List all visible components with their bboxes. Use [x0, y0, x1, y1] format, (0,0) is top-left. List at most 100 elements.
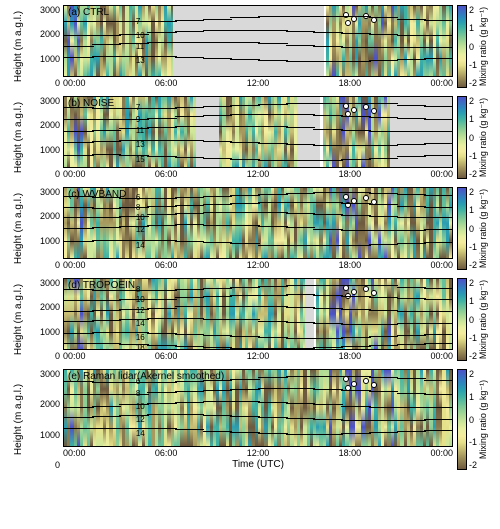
colorbar-tick: 0	[469, 133, 477, 143]
contour-label: 15	[134, 155, 147, 164]
panel-e: Height (m a.g.l.)300020001000068101214(e…	[5, 369, 495, 470]
colorbar-tick: 1	[469, 205, 477, 215]
figure: Height (m a.g.l.)30002000100007101113(a)…	[0, 0, 500, 483]
marker-circle	[371, 382, 377, 388]
colorbar-label: Mixing ratio (g kg⁻¹)	[479, 380, 490, 459]
colorbar-tick: 1	[469, 392, 477, 402]
x-ticks: 00:0006:0012:0018:0000:00	[63, 351, 453, 361]
x-axis-label: Time (UTC)	[63, 459, 453, 470]
colorbar-label: Mixing ratio (g kg⁻¹)	[479, 98, 490, 177]
contour-label: 10	[134, 213, 147, 222]
colorbar-tick: 1	[469, 23, 477, 33]
marker-circle	[351, 107, 357, 113]
contour-label: 12	[134, 306, 147, 315]
colorbar-tick: 0	[469, 224, 477, 234]
y-axis-label: Height (m a.g.l.)	[14, 284, 25, 355]
y-axis-label: Height (m a.g.l.)	[14, 102, 25, 173]
colorbar-tick: -1	[469, 242, 477, 252]
colorbar-tick: -1	[469, 151, 477, 161]
marker-circle	[363, 286, 369, 292]
colorbar: 2 1 0 -1 -2Mixing ratio (g kg⁻¹)	[457, 96, 495, 179]
colorbar-tick: -1	[469, 333, 477, 343]
panel-title: (c) WVBAND	[68, 189, 126, 200]
marker-circle	[363, 195, 369, 201]
colorbar: 2 1 0 -1 -2Mixing ratio (g kg⁻¹)	[457, 5, 495, 88]
plot-area: 81012141618(d) TROPOEIN	[63, 278, 453, 350]
y-ticks: 3000200010000	[33, 96, 63, 179]
colorbar-tick: 1	[469, 114, 477, 124]
contour-label: 18	[134, 343, 147, 350]
x-ticks: 00:0006:0012:0018:0000:00	[63, 448, 453, 458]
marker-circle	[371, 108, 377, 114]
plot-area: 7 9 11 13 15 (b) NOISE	[63, 96, 453, 168]
panel-b: Height (m a.g.l.) 3000200010000 7 9 11 13 15 (b…	[5, 96, 495, 179]
colorbar-tick: -1	[469, 437, 477, 447]
x-ticks: 00:0006:0012:0018:0000:00	[63, 169, 453, 179]
contour-label: 10	[134, 402, 147, 411]
contour-label: 8	[134, 203, 142, 212]
panel-title: (a) CTRL	[68, 7, 109, 18]
colorbar-tick: 2	[469, 278, 477, 288]
x-ticks: 00:0006:0012:0018:0000:00	[63, 78, 453, 88]
colorbar-tick: 2	[469, 369, 477, 379]
plot-area: 6810 12 14 (c) WVBAND	[63, 187, 453, 259]
contour-label: 8	[134, 389, 142, 398]
contour-label: 16	[134, 333, 147, 342]
contour-label: 7	[134, 17, 142, 26]
marker-circle	[351, 289, 357, 295]
plot-area: 68101214(e) Raman lidar(Akernel smoothed…	[63, 369, 453, 447]
panel-title: (e) Raman lidar(Akernel smoothed)	[68, 371, 224, 382]
contour-label: 13	[134, 56, 147, 65]
marker-circle	[351, 381, 357, 387]
contour-label: 14	[134, 319, 147, 328]
contour-label: 12	[134, 225, 147, 234]
panel-a: Height (m a.g.l.)30002000100007101113(a)…	[5, 5, 495, 88]
marker-circle	[363, 378, 369, 384]
colorbar-tick: -1	[469, 60, 477, 70]
contour-label: 9	[134, 115, 142, 124]
colorbar-label: Mixing ratio (g kg⁻¹)	[479, 280, 490, 359]
y-axis-label: Height (m a.g.l.)	[14, 11, 25, 82]
panel-title: (d) TROPOEIN	[68, 280, 135, 291]
panel-title: (b) NOISE	[68, 98, 114, 109]
colorbar-tick: 2	[469, 5, 477, 15]
contour-label: 6	[134, 193, 142, 202]
colorbar-tick: 0	[469, 415, 477, 425]
marker-circle	[343, 194, 349, 200]
colorbar-tick: -2	[469, 78, 477, 88]
plot-area: 7 10 11 13 (a) CTRL	[63, 5, 453, 77]
colorbar-label: Mixing ratio (g kg⁻¹)	[479, 7, 490, 86]
contour-label: 14	[134, 241, 147, 250]
colorbar-tick: 2	[469, 96, 477, 106]
contour-label: 12	[134, 415, 147, 424]
marker-circle	[371, 290, 377, 296]
y-axis-label: Height (m a.g.l.)	[14, 193, 25, 264]
y-ticks: 3000200010000	[33, 5, 63, 88]
colorbar-tick: -2	[469, 460, 477, 470]
contour-label: 10	[134, 295, 147, 304]
panel-c: Height (m a.g.l.)300020001000068101214(c…	[5, 187, 495, 270]
colorbar-tick: -2	[469, 169, 477, 179]
colorbar-tick: -2	[469, 260, 477, 270]
contour-label: 11	[134, 42, 146, 51]
colorbar: 2 1 0 -1 -2Mixing ratio (g kg⁻¹)	[457, 369, 495, 470]
marker-circle	[363, 104, 369, 110]
colorbar-tick: 1	[469, 296, 477, 306]
colorbar-tick: 0	[469, 42, 477, 52]
colorbar-tick: 2	[469, 187, 477, 197]
contour-label: 8	[134, 285, 142, 294]
y-ticks: 3000200010000	[33, 369, 63, 470]
colorbar: 2 1 0 -1 -2Mixing ratio (g kg⁻¹)	[457, 278, 495, 361]
colorbar-label: Mixing ratio (g kg⁻¹)	[479, 189, 490, 268]
x-ticks: 00:0006:0012:0018:0000:00	[63, 260, 453, 270]
colorbar-tick: -2	[469, 351, 477, 361]
contour-label: 11	[134, 126, 146, 135]
y-ticks: 3000200010000	[33, 187, 63, 270]
y-axis-label: Height (m a.g.l.)	[14, 384, 25, 455]
contour-label: 7	[134, 103, 142, 112]
panel-d: Height (m a.g.l.)30002000100008101214161…	[5, 278, 495, 361]
contour-label: 13	[134, 140, 147, 149]
y-ticks: 3000200010000	[33, 278, 63, 361]
colorbar-tick: 0	[469, 315, 477, 325]
contour-label: 10	[134, 31, 147, 40]
